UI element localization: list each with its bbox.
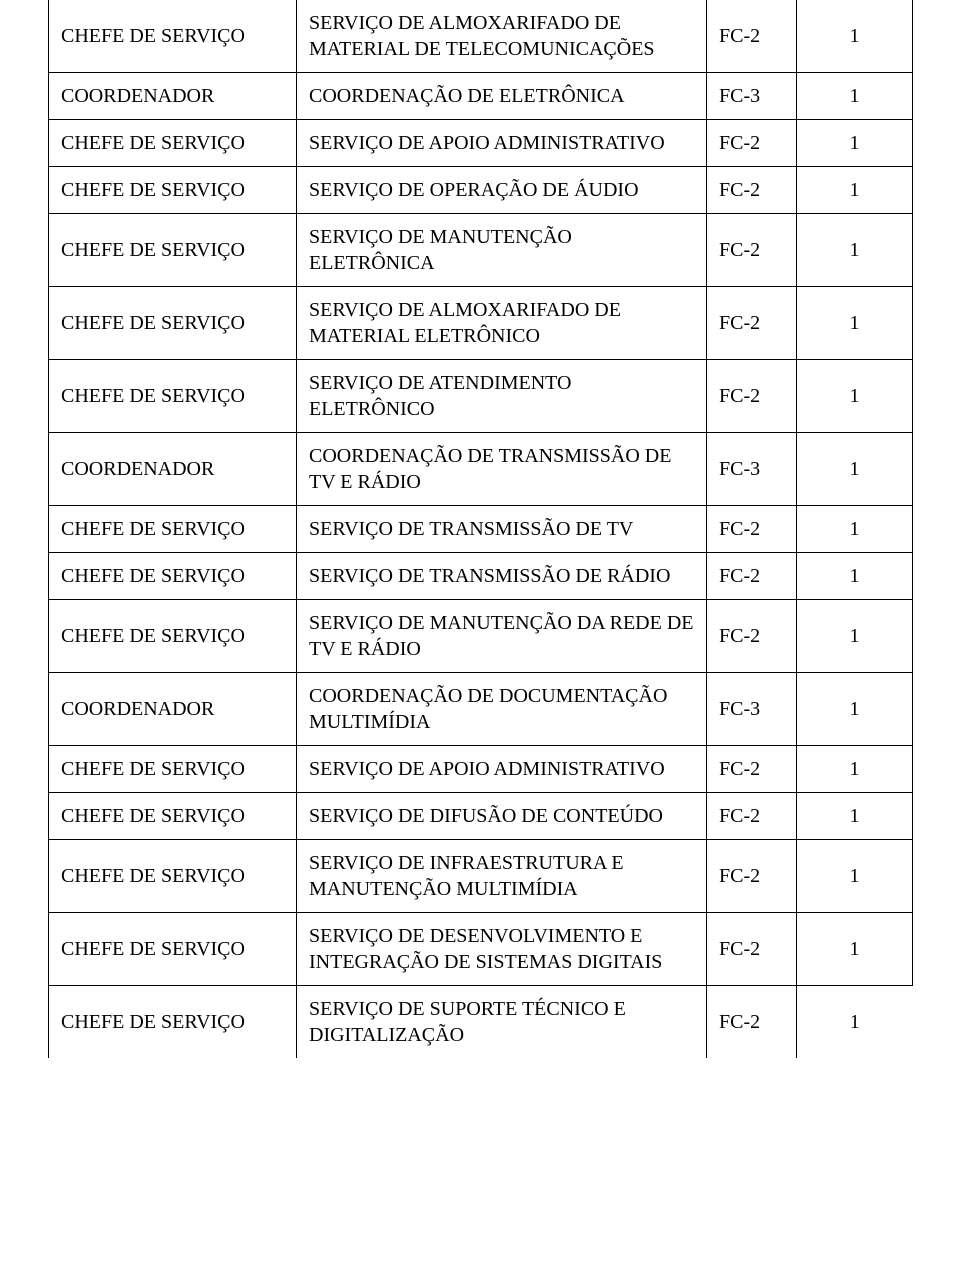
cell-qtd: 1 <box>797 214 913 287</box>
table-row: CHEFE DE SERVIÇOSERVIÇO DE SUPORTE TÉCNI… <box>49 986 913 1059</box>
cell-codigo: FC-2 <box>707 793 797 840</box>
cell-qtd: 1 <box>797 120 913 167</box>
cell-codigo: FC-3 <box>707 73 797 120</box>
cell-unidade: SERVIÇO DE TRANSMISSÃO DE RÁDIO <box>297 553 707 600</box>
cell-cargo: CHEFE DE SERVIÇO <box>49 793 297 840</box>
table-row: COORDENADORCOORDENAÇÃO DE TRANSMISSÃO DE… <box>49 433 913 506</box>
cell-unidade: SERVIÇO DE APOIO ADMINISTRATIVO <box>297 120 707 167</box>
cell-qtd: 1 <box>797 167 913 214</box>
cell-codigo: FC-2 <box>707 600 797 673</box>
cell-cargo: COORDENADOR <box>49 673 297 746</box>
cell-qtd: 1 <box>797 840 913 913</box>
cell-qtd: 1 <box>797 506 913 553</box>
cell-cargo: CHEFE DE SERVIÇO <box>49 913 297 986</box>
cell-unidade: SERVIÇO DE INFRAESTRUTURA E MANUTENÇÃO M… <box>297 840 707 913</box>
cell-unidade: COORDENAÇÃO DE TRANSMISSÃO DE TV E RÁDIO <box>297 433 707 506</box>
cell-unidade: SERVIÇO DE DESENVOLVIMENTO E INTEGRAÇÃO … <box>297 913 707 986</box>
cargos-table: CHEFE DE SERVIÇOSERVIÇO DE ALMOXARIFADO … <box>48 0 913 1058</box>
cell-cargo: CHEFE DE SERVIÇO <box>49 746 297 793</box>
table-row: CHEFE DE SERVIÇOSERVIÇO DE MANUTENÇÃO DA… <box>49 600 913 673</box>
cell-unidade: SERVIÇO DE ALMOXARIFADO DE MATERIAL ELET… <box>297 287 707 360</box>
cell-codigo: FC-3 <box>707 433 797 506</box>
document-page: CHEFE DE SERVIÇOSERVIÇO DE ALMOXARIFADO … <box>0 0 960 1058</box>
table-body: CHEFE DE SERVIÇOSERVIÇO DE ALMOXARIFADO … <box>49 0 913 1058</box>
cell-cargo: COORDENADOR <box>49 73 297 120</box>
cell-qtd: 1 <box>797 287 913 360</box>
cell-codigo: FC-2 <box>707 120 797 167</box>
table-row: CHEFE DE SERVIÇOSERVIÇO DE APOIO ADMINIS… <box>49 120 913 167</box>
table-row: CHEFE DE SERVIÇOSERVIÇO DE ALMOXARIFADO … <box>49 0 913 73</box>
cell-qtd: 1 <box>797 0 913 73</box>
cell-qtd: 1 <box>797 433 913 506</box>
table-row: CHEFE DE SERVIÇOSERVIÇO DE DESENVOLVIMEN… <box>49 913 913 986</box>
cell-qtd: 1 <box>797 553 913 600</box>
cell-unidade: SERVIÇO DE ALMOXARIFADO DE MATERIAL DE T… <box>297 0 707 73</box>
table-row: CHEFE DE SERVIÇOSERVIÇO DE APOIO ADMINIS… <box>49 746 913 793</box>
cell-unidade: SERVIÇO DE APOIO ADMINISTRATIVO <box>297 746 707 793</box>
cell-codigo: FC-2 <box>707 214 797 287</box>
cell-codigo: FC-2 <box>707 986 797 1059</box>
cell-cargo: CHEFE DE SERVIÇO <box>49 840 297 913</box>
cell-qtd: 1 <box>797 793 913 840</box>
cell-qtd: 1 <box>797 986 913 1059</box>
cell-unidade: SERVIÇO DE MANUTENÇÃO DA REDE DE TV E RÁ… <box>297 600 707 673</box>
cell-codigo: FC-3 <box>707 673 797 746</box>
cell-cargo: CHEFE DE SERVIÇO <box>49 0 297 73</box>
cell-codigo: FC-2 <box>707 840 797 913</box>
cell-cargo: CHEFE DE SERVIÇO <box>49 214 297 287</box>
cell-unidade: SERVIÇO DE DIFUSÃO DE CONTEÚDO <box>297 793 707 840</box>
cell-unidade: SERVIÇO DE MANUTENÇÃO ELETRÔNICA <box>297 214 707 287</box>
cell-cargo: CHEFE DE SERVIÇO <box>49 120 297 167</box>
table-row: CHEFE DE SERVIÇOSERVIÇO DE INFRAESTRUTUR… <box>49 840 913 913</box>
table-row: COORDENADORCOORDENAÇÃO DE DOCUMENTAÇÃO M… <box>49 673 913 746</box>
cell-codigo: FC-2 <box>707 746 797 793</box>
cell-unidade: SERVIÇO DE TRANSMISSÃO DE TV <box>297 506 707 553</box>
cell-qtd: 1 <box>797 600 913 673</box>
cell-cargo: CHEFE DE SERVIÇO <box>49 553 297 600</box>
cell-codigo: FC-2 <box>707 360 797 433</box>
cell-codigo: FC-2 <box>707 506 797 553</box>
table-row: COORDENADORCOORDENAÇÃO DE ELETRÔNICAFC-3… <box>49 73 913 120</box>
cell-unidade: SERVIÇO DE ATENDIMENTO ELETRÔNICO <box>297 360 707 433</box>
cell-unidade: COORDENAÇÃO DE DOCUMENTAÇÃO MULTIMÍDIA <box>297 673 707 746</box>
cell-codigo: FC-2 <box>707 167 797 214</box>
table-row: CHEFE DE SERVIÇOSERVIÇO DE ATENDIMENTO E… <box>49 360 913 433</box>
table-row: CHEFE DE SERVIÇOSERVIÇO DE OPERAÇÃO DE Á… <box>49 167 913 214</box>
cell-cargo: CHEFE DE SERVIÇO <box>49 506 297 553</box>
cell-codigo: FC-2 <box>707 0 797 73</box>
cell-unidade: SERVIÇO DE OPERAÇÃO DE ÁUDIO <box>297 167 707 214</box>
cell-cargo: CHEFE DE SERVIÇO <box>49 986 297 1059</box>
cell-qtd: 1 <box>797 746 913 793</box>
cell-codigo: FC-2 <box>707 913 797 986</box>
cell-cargo: CHEFE DE SERVIÇO <box>49 287 297 360</box>
table-row: CHEFE DE SERVIÇOSERVIÇO DE TRANSMISSÃO D… <box>49 553 913 600</box>
table-row: CHEFE DE SERVIÇOSERVIÇO DE TRANSMISSÃO D… <box>49 506 913 553</box>
table-row: CHEFE DE SERVIÇOSERVIÇO DE DIFUSÃO DE CO… <box>49 793 913 840</box>
cell-cargo: CHEFE DE SERVIÇO <box>49 600 297 673</box>
cell-cargo: CHEFE DE SERVIÇO <box>49 360 297 433</box>
table-row: CHEFE DE SERVIÇOSERVIÇO DE ALMOXARIFADO … <box>49 287 913 360</box>
table-row: CHEFE DE SERVIÇOSERVIÇO DE MANUTENÇÃO EL… <box>49 214 913 287</box>
cell-unidade: COORDENAÇÃO DE ELETRÔNICA <box>297 73 707 120</box>
cell-unidade: SERVIÇO DE SUPORTE TÉCNICO E DIGITALIZAÇ… <box>297 986 707 1059</box>
cell-codigo: FC-2 <box>707 553 797 600</box>
cell-qtd: 1 <box>797 73 913 120</box>
cell-cargo: CHEFE DE SERVIÇO <box>49 167 297 214</box>
cell-qtd: 1 <box>797 360 913 433</box>
cell-qtd: 1 <box>797 913 913 986</box>
cell-codigo: FC-2 <box>707 287 797 360</box>
cell-qtd: 1 <box>797 673 913 746</box>
cell-cargo: COORDENADOR <box>49 433 297 506</box>
